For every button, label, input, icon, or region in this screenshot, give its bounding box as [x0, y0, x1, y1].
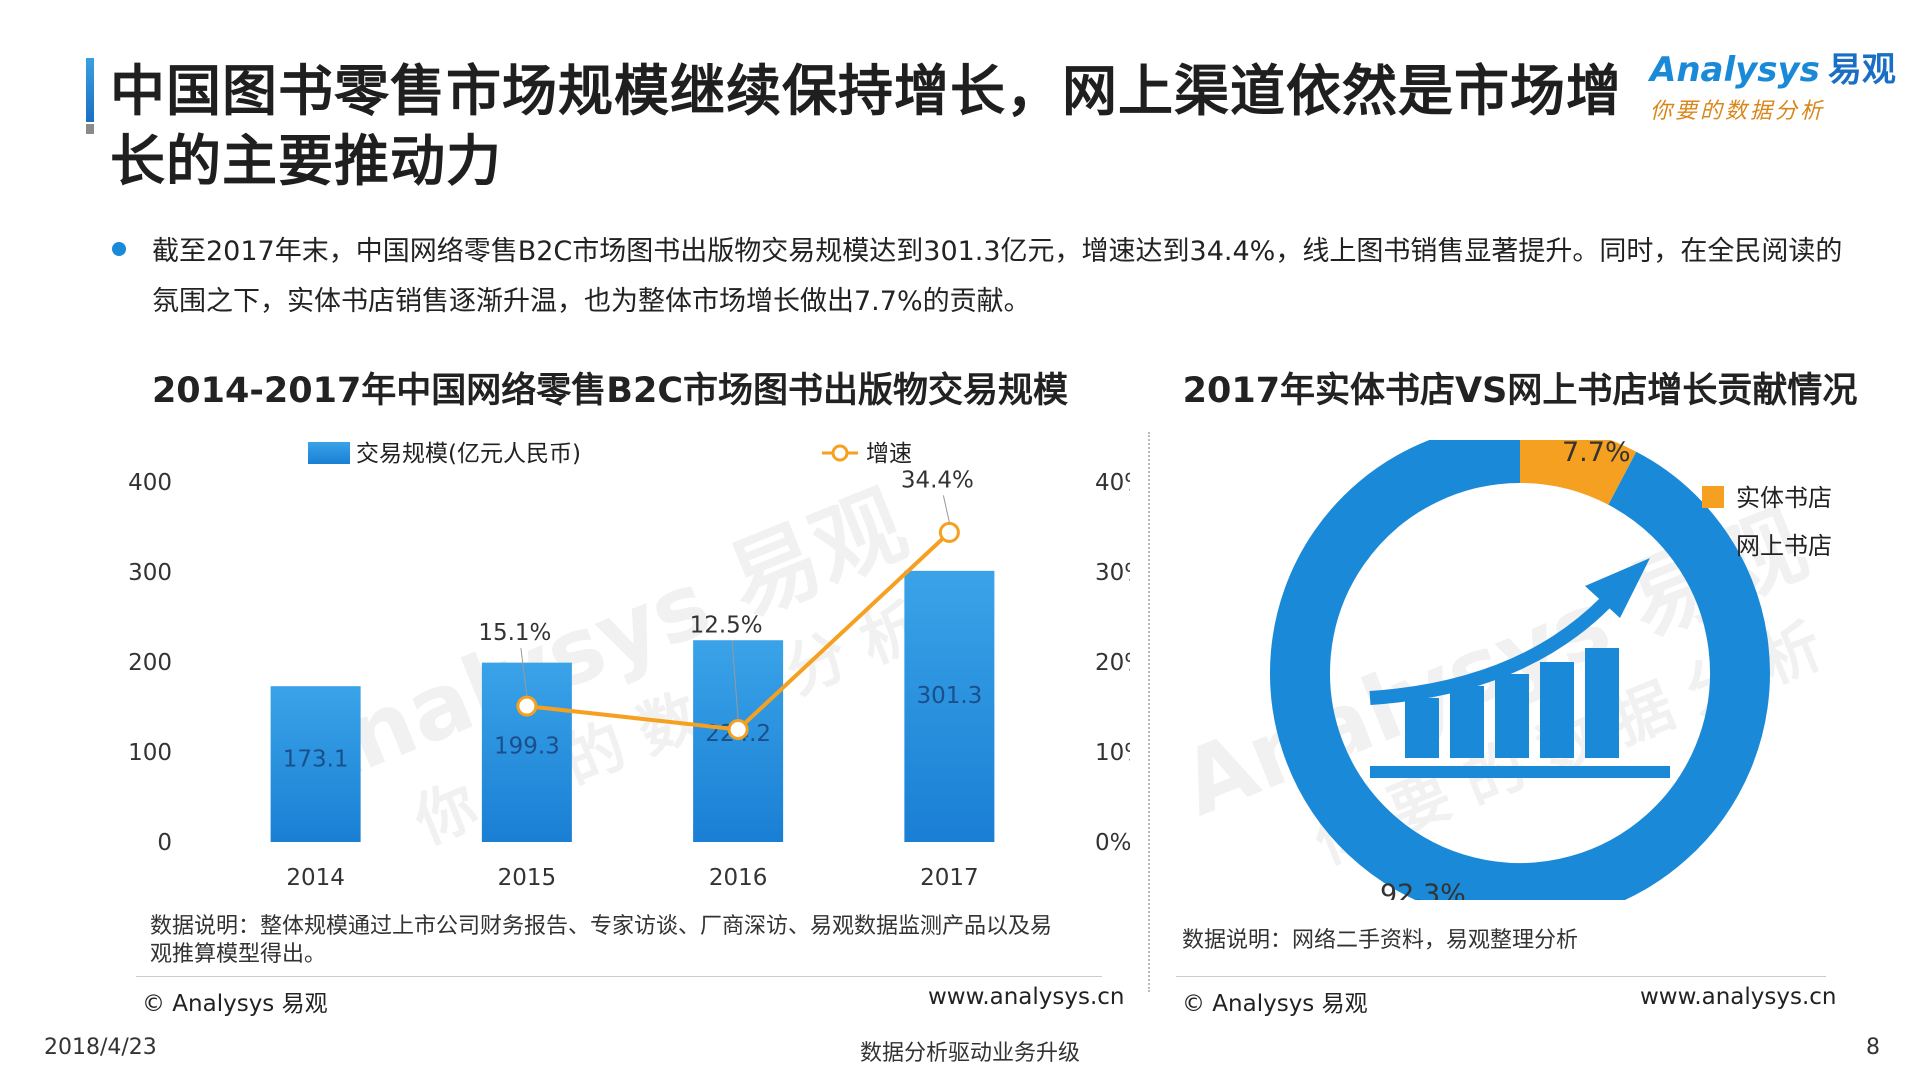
label-leader: [942, 495, 950, 523]
x-axis-tick: 2015: [498, 865, 557, 891]
data-note-right: 数据说明：网络二手资料，易观整理分析: [1182, 928, 1579, 953]
title-accent-bar: [86, 58, 94, 122]
growth-label: 15.1%: [478, 620, 551, 646]
bar-value-label: 199.3: [494, 733, 560, 759]
logo-brand-cn: 易观: [1827, 50, 1896, 90]
logo-tagline: 你要的数据分析: [1650, 99, 1826, 124]
copyright-right: © Analysys 易观: [1182, 991, 1368, 1017]
title-accent-bar-gray: [86, 124, 94, 134]
y-axis-left-tick: 200: [128, 650, 172, 676]
chart-legend: 交易规模(亿元人民币) 增速: [308, 441, 912, 467]
bar: [693, 640, 784, 842]
growth-point: [516, 695, 538, 717]
legend-bar-label: 交易规模(亿元人民币): [356, 441, 581, 467]
slide-date: 2018/4/23: [44, 1035, 157, 1060]
bar-value-label: 301.3: [916, 683, 982, 709]
slide-slogan: 数据分析驱动业务升级: [860, 1041, 1081, 1066]
analysys-logo: Analysys 易观 你要的数据分析: [1650, 42, 1900, 124]
icon-arrow-shaft: [1369, 598, 1610, 705]
label-leader: [731, 640, 739, 720]
page-number: 8: [1866, 1035, 1880, 1060]
icon-bar: [1405, 698, 1439, 758]
x-axis-tick: 2014: [286, 865, 345, 891]
y-axis-right-tick: 0%: [1095, 830, 1130, 856]
x-axis-tick: 2016: [709, 865, 768, 891]
panel-divider: [1148, 432, 1150, 992]
legend-line-label: 增速: [866, 441, 912, 467]
copyright-left: © Analysys 易观: [142, 991, 328, 1017]
y-axis-left-tick: 300: [128, 560, 172, 586]
y-axis-right-tick: 10%: [1095, 740, 1130, 766]
data-note-left: 数据说明：整体规模通过上市公司财务报告、专家访谈、厂商深访、易观数据监测产品以及…: [150, 914, 1053, 967]
website-link-right[interactable]: www.analysys.cn: [1640, 984, 1837, 1010]
bar-value-label: 173.1: [283, 746, 349, 772]
footer-rule: [136, 976, 1102, 977]
legend-offline-label: 实体书店: [1736, 484, 1832, 512]
growth-label: 34.4%: [901, 467, 974, 493]
icon-arrow-head: [1585, 558, 1650, 618]
donut-label-online: 92.3%: [1380, 879, 1466, 900]
legend-line-marker: [831, 444, 849, 462]
legend-offline-swatch: [1702, 486, 1724, 508]
growth-chart-icon: [1369, 558, 1670, 778]
growth-point: [938, 521, 960, 543]
y-axis-left-tick: 100: [128, 740, 172, 766]
bar: [270, 686, 361, 842]
x-axis-tick: 2017: [920, 865, 979, 891]
icon-bar: [1540, 662, 1574, 758]
legend-online-swatch: [1702, 534, 1724, 556]
page-title: 中国图书零售市场规模继续保持增长，网上渠道依然是市场增长的主要推动力: [110, 59, 1623, 193]
icon-bar: [1585, 648, 1619, 758]
donut-chart-title: 2017年实体书店VS网上书店增长贡献情况: [1182, 371, 1858, 411]
donut-label-offline: 7.7%: [1562, 440, 1631, 468]
bar-chart-title: 2014-2017年中国网络零售B2C市场图书出版物交易规模: [151, 371, 1069, 411]
icon-baseline: [1370, 766, 1670, 778]
y-axis-right-tick: 30%: [1095, 560, 1130, 586]
icon-bar: [1450, 686, 1484, 758]
legend-bar-swatch: [308, 442, 350, 464]
bar: [904, 570, 995, 842]
legend-online-label: 网上书店: [1736, 532, 1832, 560]
summary-text: 截至2017年末，中国网络零售B2C市场图书出版物交易规模达到301.3亿元，增…: [152, 236, 1843, 317]
footer-rule: [1176, 976, 1826, 977]
y-axis-left-tick: 400: [128, 470, 172, 496]
label-leader: [520, 648, 528, 697]
donut-slice-online: [1270, 440, 1770, 900]
y-axis-right-tick: 20%: [1095, 650, 1130, 676]
y-axis-right-tick: 40%: [1095, 470, 1130, 496]
growth-label: 12.5%: [690, 613, 763, 639]
y-axis-left-tick: 0: [157, 830, 172, 856]
bullet-icon: [112, 242, 126, 256]
growth-point: [727, 719, 749, 740]
logo-brand-text: Analysys: [1650, 50, 1820, 90]
donut-slice-offline: [1519, 440, 1637, 506]
website-link-left[interactable]: www.analysys.cn: [928, 984, 1125, 1010]
icon-bar: [1495, 674, 1529, 758]
bar-line-chart: 0 100 200 300 400 0% 10% 20% 30% 40% 173.1 2014 199.…: [128, 441, 1130, 891]
